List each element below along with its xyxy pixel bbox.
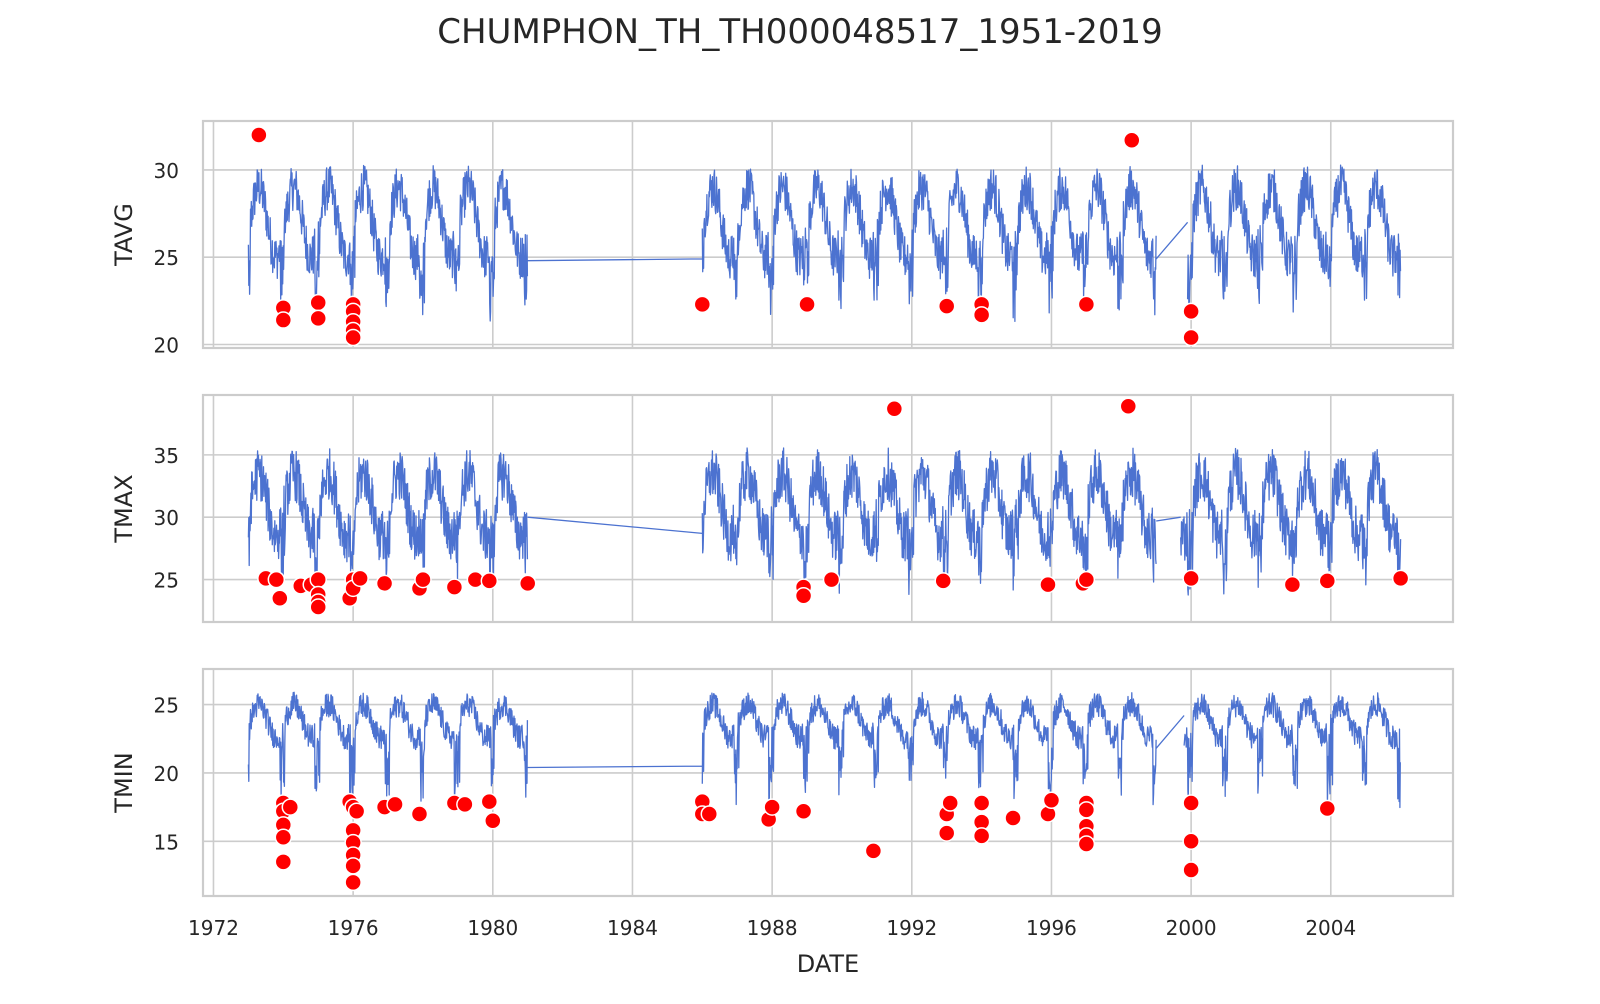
outlier-point xyxy=(1119,397,1138,415)
x-tick-label: 1972 xyxy=(188,916,239,940)
outlier-point xyxy=(518,574,537,593)
outlier-point xyxy=(274,853,293,871)
outlier-point xyxy=(798,295,816,314)
outlier-point xyxy=(972,794,991,812)
outlier-point xyxy=(1077,570,1096,589)
outlier-point xyxy=(351,569,369,588)
x-tick-label: 2004 xyxy=(1305,916,1356,940)
outlier-point xyxy=(1182,794,1200,812)
outlier-point xyxy=(250,126,268,144)
x-tick-label: 2000 xyxy=(1166,916,1217,940)
outlier-point xyxy=(267,570,286,589)
y-tick-label: 20 xyxy=(154,762,179,786)
outlier-point xyxy=(410,805,429,823)
y-tick-label: 25 xyxy=(154,694,179,718)
outlier-point xyxy=(1182,328,1200,347)
outlier-point xyxy=(344,857,362,875)
outlier-point xyxy=(309,598,327,616)
outlier-point xyxy=(1182,832,1200,851)
outlier-point xyxy=(456,795,474,814)
outlier-point xyxy=(1391,569,1410,588)
outlier-point xyxy=(1283,575,1302,594)
outlier-point xyxy=(309,293,327,312)
outlier-point xyxy=(271,589,289,608)
panel-tavg: 20 25 30 TAVG xyxy=(110,119,1455,358)
outlier-point xyxy=(375,574,394,593)
outlier-point xyxy=(763,798,781,816)
outlier-point xyxy=(1042,791,1061,810)
outlier-point xyxy=(480,792,499,811)
x-tick-label: 1976 xyxy=(328,916,379,940)
outlier-point xyxy=(414,570,432,589)
outlier-point xyxy=(1318,799,1337,818)
outlier-point xyxy=(274,828,293,846)
outlier-point xyxy=(700,805,719,823)
outlier-point xyxy=(1077,801,1096,819)
series-line-tmax xyxy=(247,447,1402,596)
outlier-point xyxy=(1318,572,1337,590)
outlier-point xyxy=(941,794,959,812)
x-tick-label: 1992 xyxy=(886,916,937,940)
x-tick-label: 1984 xyxy=(607,916,658,940)
y-tick-label: 15 xyxy=(154,830,179,854)
outlier-point xyxy=(1182,569,1200,588)
y-tick-label: 30 xyxy=(154,506,179,530)
outlier-point xyxy=(1077,835,1096,853)
y-tick-label: 35 xyxy=(154,444,179,468)
panel-frame xyxy=(201,393,1455,624)
panel-frame xyxy=(201,667,1455,898)
outlier-point xyxy=(794,587,813,605)
outlier-point xyxy=(885,399,904,418)
x-tick-label: 1988 xyxy=(747,916,798,940)
outlier-point xyxy=(344,873,362,892)
outlier-point xyxy=(934,572,952,590)
outlier-point xyxy=(445,578,464,596)
outlier-point xyxy=(344,328,362,347)
panel-frame xyxy=(201,119,1455,350)
outlier-point xyxy=(937,297,956,315)
outlier-point xyxy=(386,795,404,814)
outlier-point xyxy=(309,309,327,328)
outlier-point xyxy=(480,572,499,590)
outlier-point xyxy=(274,311,293,329)
outlier-point xyxy=(972,827,991,845)
outlier-point xyxy=(309,570,327,589)
y-axis-label: TMAX xyxy=(110,474,138,543)
outlier-point xyxy=(1039,575,1057,594)
outlier-point xyxy=(1077,295,1096,314)
outlier-point xyxy=(1182,861,1200,879)
panel-tmin: 15 20 25 TMIN 1972 1976 1980 1984 1988 1992 1996 20… xyxy=(110,667,1455,940)
outlier-point xyxy=(1182,302,1200,321)
y-axis-label: TMIN xyxy=(110,752,138,813)
outlier-point xyxy=(972,306,991,324)
outlier-point xyxy=(693,295,712,314)
y-tick-label: 25 xyxy=(154,246,179,270)
outlier-point xyxy=(1004,809,1022,827)
y-tick-label: 25 xyxy=(154,569,179,593)
outlier-point xyxy=(281,798,300,816)
y-tick-label: 30 xyxy=(154,159,179,183)
y-axis-label: TAVG xyxy=(110,203,138,267)
x-tick-label: 1996 xyxy=(1026,916,1077,940)
x-axis-label: DATE xyxy=(797,950,859,978)
series-line-tavg xyxy=(247,164,1402,323)
outlier-point xyxy=(864,842,883,860)
y-tick-label: 20 xyxy=(154,334,179,358)
panel-tmax: 25 30 35 TMAX xyxy=(110,393,1455,624)
outlier-point xyxy=(347,802,366,820)
outlier-point xyxy=(1123,131,1141,149)
series-line-tmin xyxy=(247,691,1401,815)
outlier-point xyxy=(484,812,502,830)
x-tick-label: 1980 xyxy=(467,916,518,940)
outlier-point xyxy=(794,802,813,820)
figure-title: CHUMPHON_TH_TH000048517_1951-2019 xyxy=(437,12,1163,52)
outlier-point xyxy=(937,824,956,842)
outlier-point xyxy=(822,570,841,589)
